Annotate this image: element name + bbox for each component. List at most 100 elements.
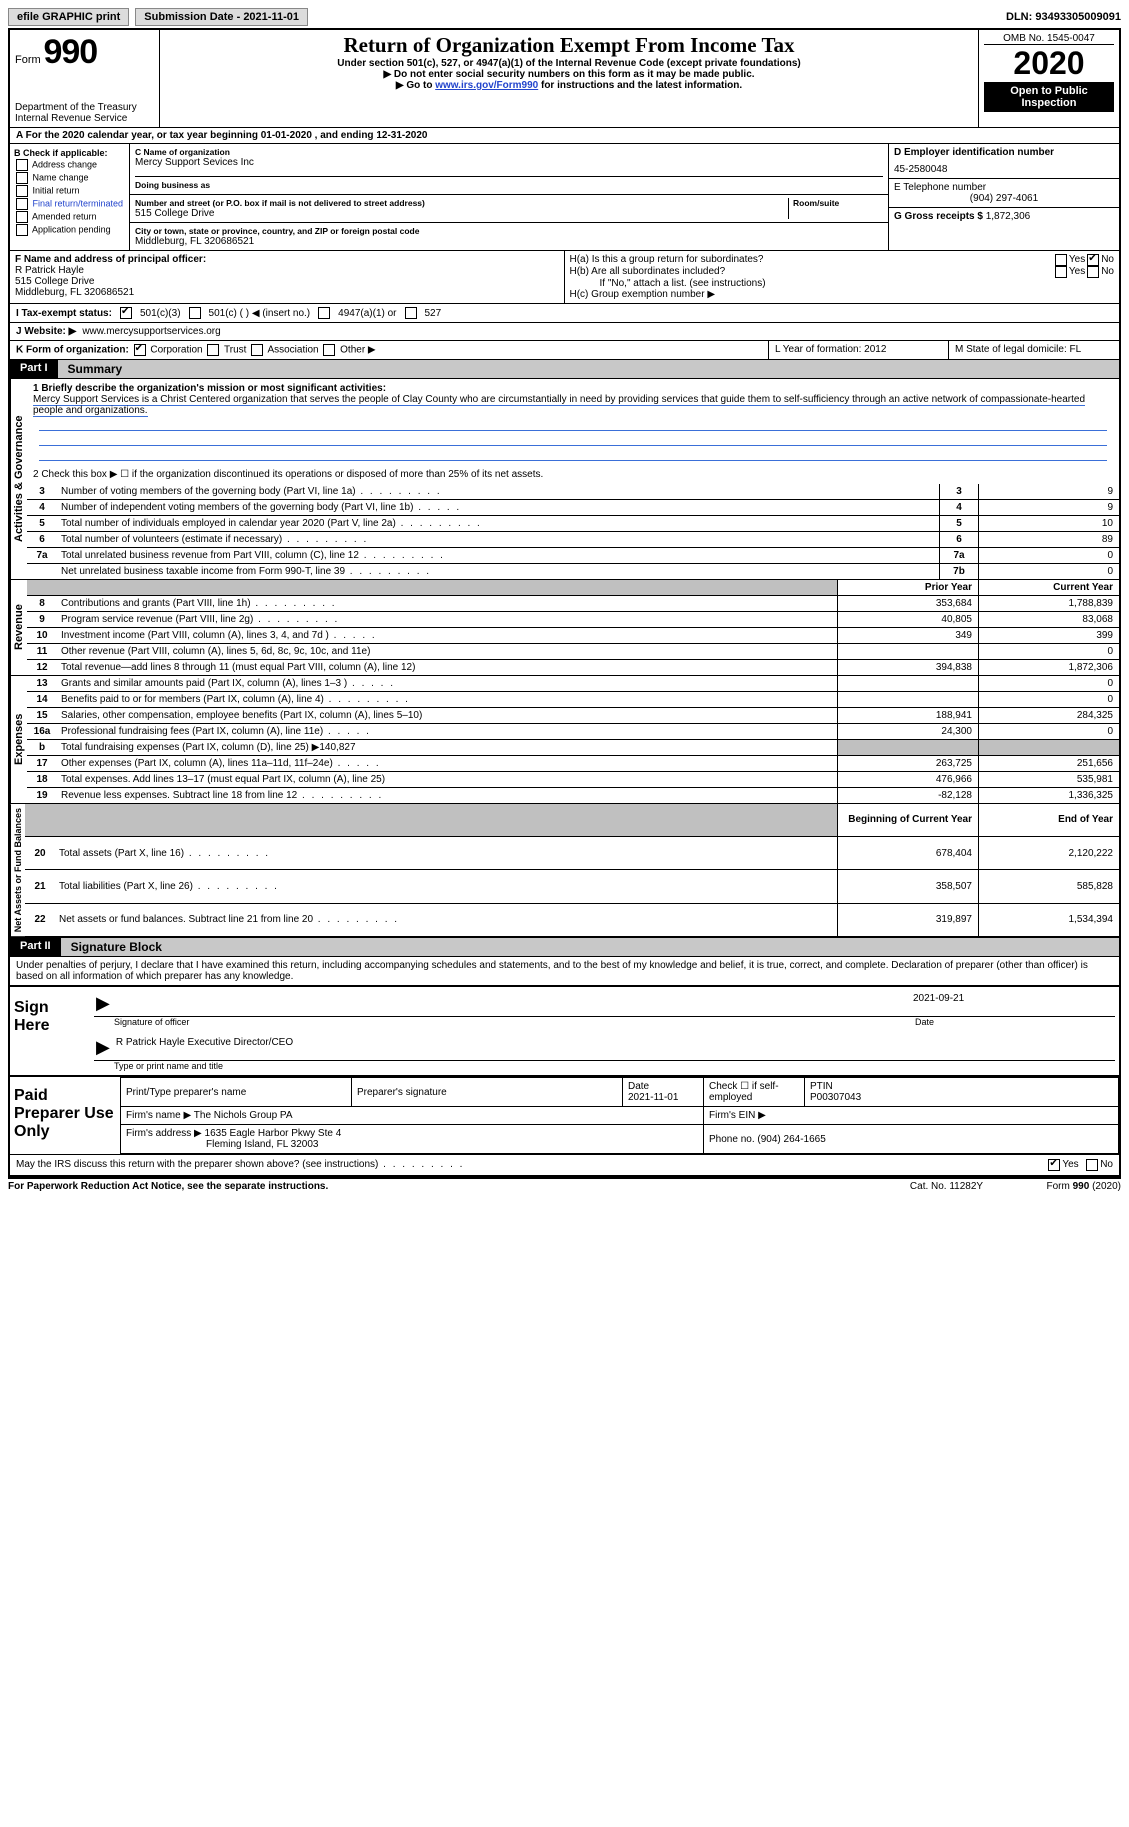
vtab-governance: Activities & Governance xyxy=(10,379,27,580)
phone-label: Phone no. xyxy=(709,1134,755,1145)
table-row: 14Benefits paid to or for members (Part … xyxy=(27,692,1119,708)
preparer-sig-label: Preparer's signature xyxy=(352,1078,623,1107)
d-label: D Employer identification number xyxy=(894,147,1054,158)
mission-blank-2 xyxy=(39,431,1107,446)
table-row: 20Total assets (Part X, line 16)678,4042… xyxy=(25,836,1119,869)
form-header: Form 990 Department of the Treasury Inte… xyxy=(10,30,1119,128)
form-word: Form xyxy=(15,54,41,66)
paid-preparer-label: Paid Preparer Use Only xyxy=(10,1077,120,1154)
h-note: If "No," attach a list. (see instruction… xyxy=(570,278,1115,289)
dln-text: DLN: 93493305009091 xyxy=(1006,11,1121,23)
discuss-yes[interactable] xyxy=(1048,1159,1060,1171)
submission-date-button[interactable]: Submission Date - 2021-11-01 xyxy=(135,8,308,26)
check-assoc[interactable] xyxy=(251,344,263,356)
check-final[interactable]: Final return/terminated xyxy=(14,198,125,210)
part2-header-row: Part II Signature Block xyxy=(10,937,1119,957)
netassets-table: Beginning of Current YearEnd of Year 20T… xyxy=(25,804,1119,937)
firm-addr2: Fleming Island, FL 32003 xyxy=(126,1139,318,1150)
check-527[interactable] xyxy=(405,307,417,319)
penalty-text: Under penalties of perjury, I declare th… xyxy=(10,957,1119,985)
check-amended[interactable]: Amended return xyxy=(14,211,125,223)
form-footer: Form 990 (2020) xyxy=(1047,1181,1121,1192)
state-domicile: M State of legal domicile: FL xyxy=(949,341,1119,359)
row-k: K Form of organization: Corporation Trus… xyxy=(10,341,1119,359)
preparer-phone: (904) 264-1665 xyxy=(757,1134,825,1145)
table-row: 13Grants and similar amounts paid (Part … xyxy=(27,676,1119,692)
irs-link[interactable]: www.irs.gov/Form990 xyxy=(435,80,538,91)
date-label: Date xyxy=(915,1017,1115,1027)
expenses-table: 13Grants and similar amounts paid (Part … xyxy=(27,676,1119,804)
check-501c3[interactable] xyxy=(120,307,132,319)
street-value: 515 College Drive xyxy=(135,208,788,219)
efile-button[interactable]: efile GRAPHIC print xyxy=(8,8,129,26)
street-label: Number and street (or P.O. box if mail i… xyxy=(135,198,788,208)
table-row: 22Net assets or fund balances. Subtract … xyxy=(25,903,1119,936)
officer-typed-name: R Patrick Hayle Executive Director/CEO xyxy=(116,1037,293,1058)
ptin: PTINP00307043 xyxy=(805,1078,1119,1107)
ha-yes[interactable] xyxy=(1055,254,1067,266)
check-address[interactable]: Address change xyxy=(14,159,125,171)
part2-tab: Part II xyxy=(10,938,61,957)
row-a: A For the 2020 calendar year, or tax yea… xyxy=(10,128,1119,144)
part1-tab: Part I xyxy=(10,360,58,379)
section-f-h: F Name and address of principal officer:… xyxy=(10,251,1119,304)
check-4947[interactable] xyxy=(318,307,330,319)
check-initial[interactable]: Initial return xyxy=(14,185,125,197)
firm-addr-label: Firm's address ▶ xyxy=(126,1128,202,1139)
check-corp[interactable] xyxy=(134,344,146,356)
preparer-name-label: Print/Type preparer's name xyxy=(121,1078,352,1107)
table-row: 18Total expenses. Add lines 13–17 (must … xyxy=(27,772,1119,788)
check-name[interactable]: Name change xyxy=(14,172,125,184)
tax-year: 2020 xyxy=(984,45,1114,82)
preparer-date: Date2021-11-01 xyxy=(623,1078,704,1107)
mission-blank-3 xyxy=(39,446,1107,461)
form-title: Return of Organization Exempt From Incom… xyxy=(165,33,973,58)
check-pending[interactable]: Application pending xyxy=(14,224,125,236)
mission-text: Mercy Support Services is a Christ Cente… xyxy=(33,394,1085,417)
table-row: 8Contributions and grants (Part VIII, li… xyxy=(27,596,1119,612)
discuss-no[interactable] xyxy=(1086,1159,1098,1171)
part1-header-row: Part I Summary xyxy=(10,359,1119,379)
table-row: 11Other revenue (Part VIII, column (A), … xyxy=(27,644,1119,660)
firm-name-label: Firm's name ▶ xyxy=(126,1110,191,1121)
ha-no[interactable] xyxy=(1087,254,1099,266)
table-row: Net unrelated business taxable income fr… xyxy=(27,564,1119,580)
sign-date: 2021-09-21 xyxy=(913,993,1113,1014)
city-value: Middleburg, FL 320686521 xyxy=(135,236,883,247)
table-row: 9Program service revenue (Part VIII, lin… xyxy=(27,612,1119,628)
paperwork-notice: For Paperwork Reduction Act Notice, see … xyxy=(8,1181,847,1192)
check-other[interactable] xyxy=(323,344,335,356)
vtab-netassets: Net Assets or Fund Balances xyxy=(10,804,25,937)
form-container: Form 990 Department of the Treasury Inte… xyxy=(8,28,1121,1177)
gross-receipts: 1,872,306 xyxy=(986,211,1031,222)
table-row: 10Investment income (Part VIII, column (… xyxy=(27,628,1119,644)
c-label: C Name of organization xyxy=(135,147,883,157)
section-b-g: B Check if applicable: Address change Na… xyxy=(10,144,1119,251)
ssn-note: ▶ Do not enter social security numbers o… xyxy=(165,69,973,80)
check-501c[interactable] xyxy=(189,307,201,319)
part2-title: Signature Block xyxy=(61,938,1119,957)
check-trust[interactable] xyxy=(207,344,219,356)
part1-title: Summary xyxy=(58,360,1119,379)
self-employed-check[interactable]: Check ☐ if self-employed xyxy=(704,1078,805,1107)
vtab-expenses: Expenses xyxy=(10,676,27,804)
arrow-icon: ▶ xyxy=(96,993,110,1014)
hb-no[interactable] xyxy=(1087,266,1099,278)
hb-yes[interactable] xyxy=(1055,266,1067,278)
hc-label: H(c) Group exemption number ▶ xyxy=(570,289,1115,300)
hb-label: H(b) Are all subordinates included? xyxy=(570,266,1053,278)
table-row: 6Total number of volunteers (estimate if… xyxy=(27,532,1119,548)
table-row: 16aProfessional fundraising fees (Part I… xyxy=(27,724,1119,740)
sign-here-label: Sign Here xyxy=(10,987,90,1075)
top-bar: efile GRAPHIC print Submission Date - 20… xyxy=(8,8,1121,26)
phone-value: (904) 297-4061 xyxy=(894,193,1114,204)
row-i: I Tax-exempt status: 501(c)(3) 501(c) ( … xyxy=(10,304,1119,323)
ha-label: H(a) Is this a group return for subordin… xyxy=(570,254,1053,266)
irs-label: Internal Revenue Service xyxy=(15,113,154,124)
table-row: 5Total number of individuals employed in… xyxy=(27,516,1119,532)
year-formation: L Year of formation: 2012 xyxy=(769,341,949,359)
revenue-table: Prior YearCurrent Year 8Contributions an… xyxy=(27,580,1119,676)
ein-value: 45-2580048 xyxy=(894,164,1114,175)
discuss-row: May the IRS discuss this return with the… xyxy=(10,1154,1119,1175)
firm-addr1: 1635 Eagle Harbor Pkwy Ste 4 xyxy=(205,1128,342,1139)
